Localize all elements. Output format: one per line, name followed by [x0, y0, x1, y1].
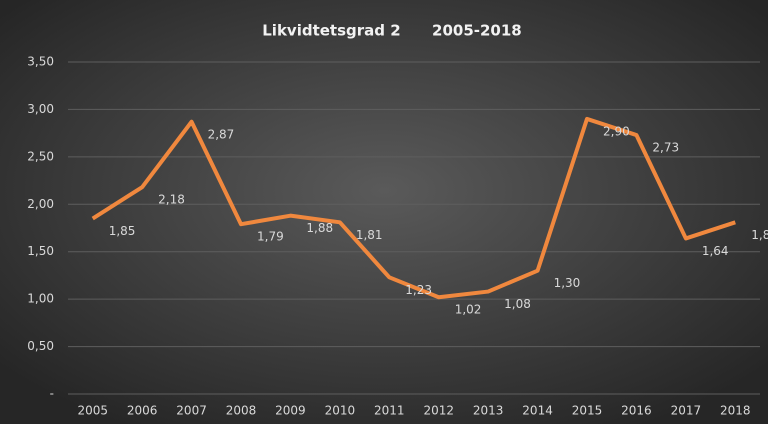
x-tick-label: 2009	[275, 404, 306, 418]
x-tick-label: 2017	[671, 404, 702, 418]
data-label: 1,08	[504, 297, 531, 311]
data-label: 1,81	[751, 228, 768, 242]
x-tick-label: 2018	[720, 404, 751, 418]
data-label: 1,79	[257, 230, 284, 244]
x-tick-label: 2007	[176, 404, 207, 418]
x-tick-label: 2005	[77, 404, 108, 418]
y-tick-label: 0,50	[27, 339, 54, 353]
data-label: 1,85	[109, 224, 136, 238]
x-tick-label: 2016	[621, 404, 652, 418]
y-tick-label: 2,50	[27, 149, 54, 163]
data-label: 1,23	[405, 283, 432, 297]
data-label: 2,18	[158, 193, 185, 207]
data-label: 1,88	[306, 221, 333, 235]
y-tick-label: 3,50	[27, 55, 54, 69]
x-tick-label: 2006	[127, 404, 158, 418]
data-line	[91, 116, 736, 300]
y-tick-label: 3,00	[27, 102, 54, 116]
data-label: 1,81	[356, 228, 383, 242]
y-tick-label: -	[50, 387, 54, 401]
data-label: 2,90	[603, 124, 630, 138]
x-tick-label: 2008	[226, 404, 257, 418]
chart-title: Likvidtetsgrad 2 2005-2018	[262, 22, 521, 40]
y-tick-label: 1,00	[27, 292, 54, 306]
x-tick-label: 2014	[522, 404, 553, 418]
y-tick-label: 2,00	[27, 197, 54, 211]
x-tick-label: 2013	[473, 404, 504, 418]
data-label: 1,02	[455, 303, 482, 317]
data-label: 1,30	[554, 276, 581, 290]
x-tick-label: 2010	[325, 404, 356, 418]
y-tick-label: 1,50	[27, 244, 54, 258]
x-tick-label: 2011	[374, 404, 405, 418]
data-label: 2,87	[208, 127, 235, 141]
x-tick-label: 2012	[423, 404, 454, 418]
data-label: 1,64	[702, 244, 729, 258]
data-label: 2,73	[652, 141, 679, 155]
x-tick-label: 2015	[572, 404, 603, 418]
